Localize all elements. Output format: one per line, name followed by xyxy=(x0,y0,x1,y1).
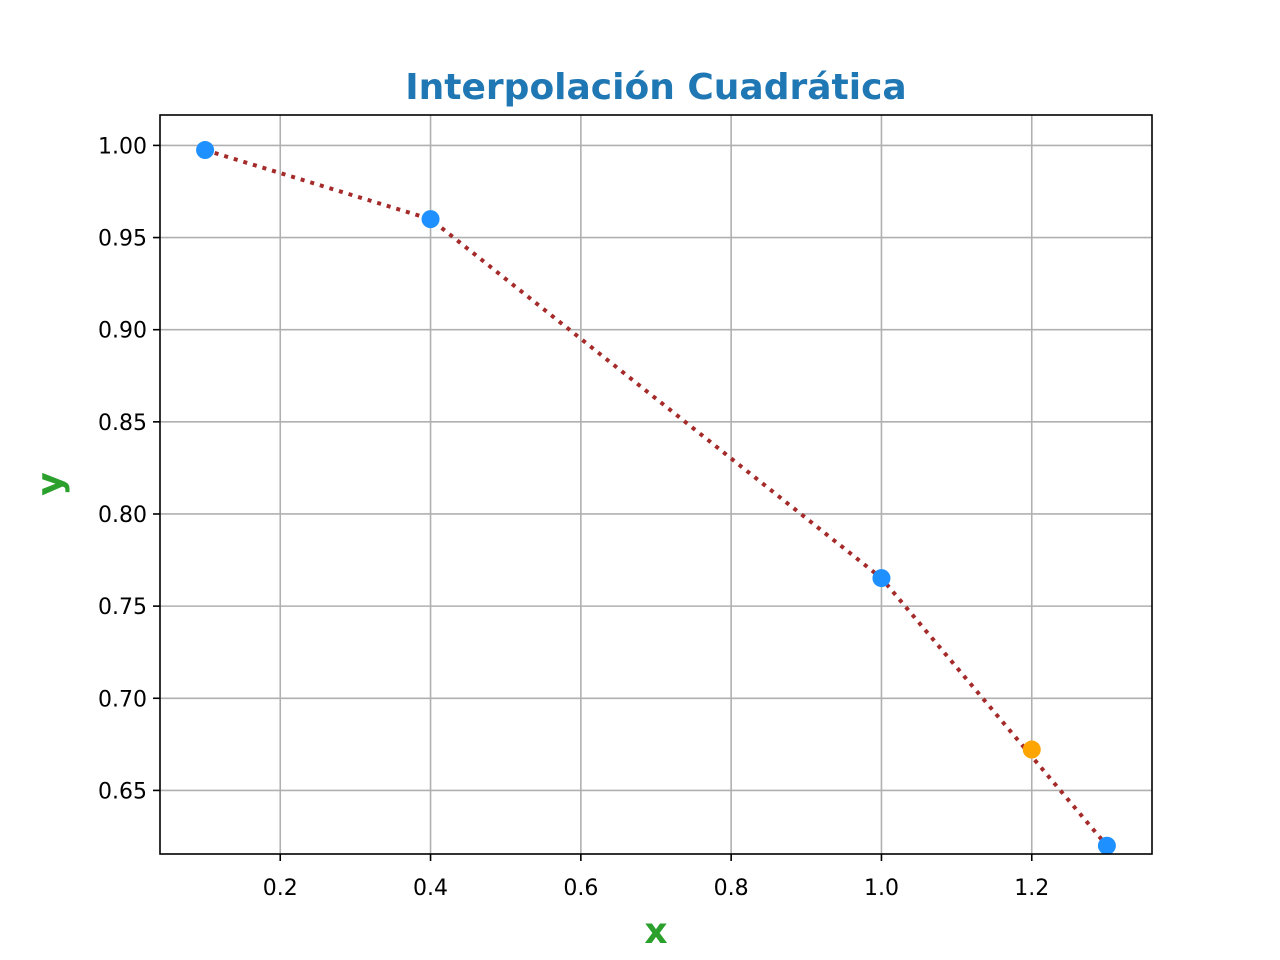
y-tick-label: 0.80 xyxy=(98,503,147,528)
x-tick-label: 1.0 xyxy=(864,876,899,901)
data-point xyxy=(1097,836,1116,855)
x-axis-label: x xyxy=(644,911,667,952)
y-tick-label: 0.65 xyxy=(98,779,147,804)
grid xyxy=(160,115,1152,854)
data-point xyxy=(196,141,215,160)
chart-title: Interpolación Cuadrática xyxy=(405,67,906,108)
x-tick-label: 0.8 xyxy=(714,876,749,901)
y-tick-label: 0.95 xyxy=(98,227,147,252)
x-tick-label: 1.2 xyxy=(1014,876,1049,901)
data-point xyxy=(421,210,440,229)
y-tick-label: 0.85 xyxy=(98,411,147,436)
y-axis: 0.65 0.70 0.75 0.80 0.85 0.90 0.95 1.00 xyxy=(98,134,160,804)
series-layer xyxy=(196,141,1116,855)
x-axis: 0.2 0.4 0.6 0.8 1.0 1.2 xyxy=(263,854,1049,901)
interpolated-point xyxy=(1022,740,1041,759)
x-tick-label: 0.2 xyxy=(263,876,298,901)
y-tick-label: 0.90 xyxy=(98,319,147,344)
data-point xyxy=(872,569,891,588)
interpolation-line xyxy=(204,148,1109,847)
y-tick-label: 0.75 xyxy=(98,595,147,620)
y-tick-label: 1.00 xyxy=(98,134,147,159)
x-tick-label: 0.6 xyxy=(563,876,598,901)
y-axis-label: y xyxy=(30,472,71,495)
plot-frame xyxy=(159,114,1153,855)
y-tick-label: 0.70 xyxy=(98,687,147,712)
x-tick-label: 0.4 xyxy=(413,876,448,901)
